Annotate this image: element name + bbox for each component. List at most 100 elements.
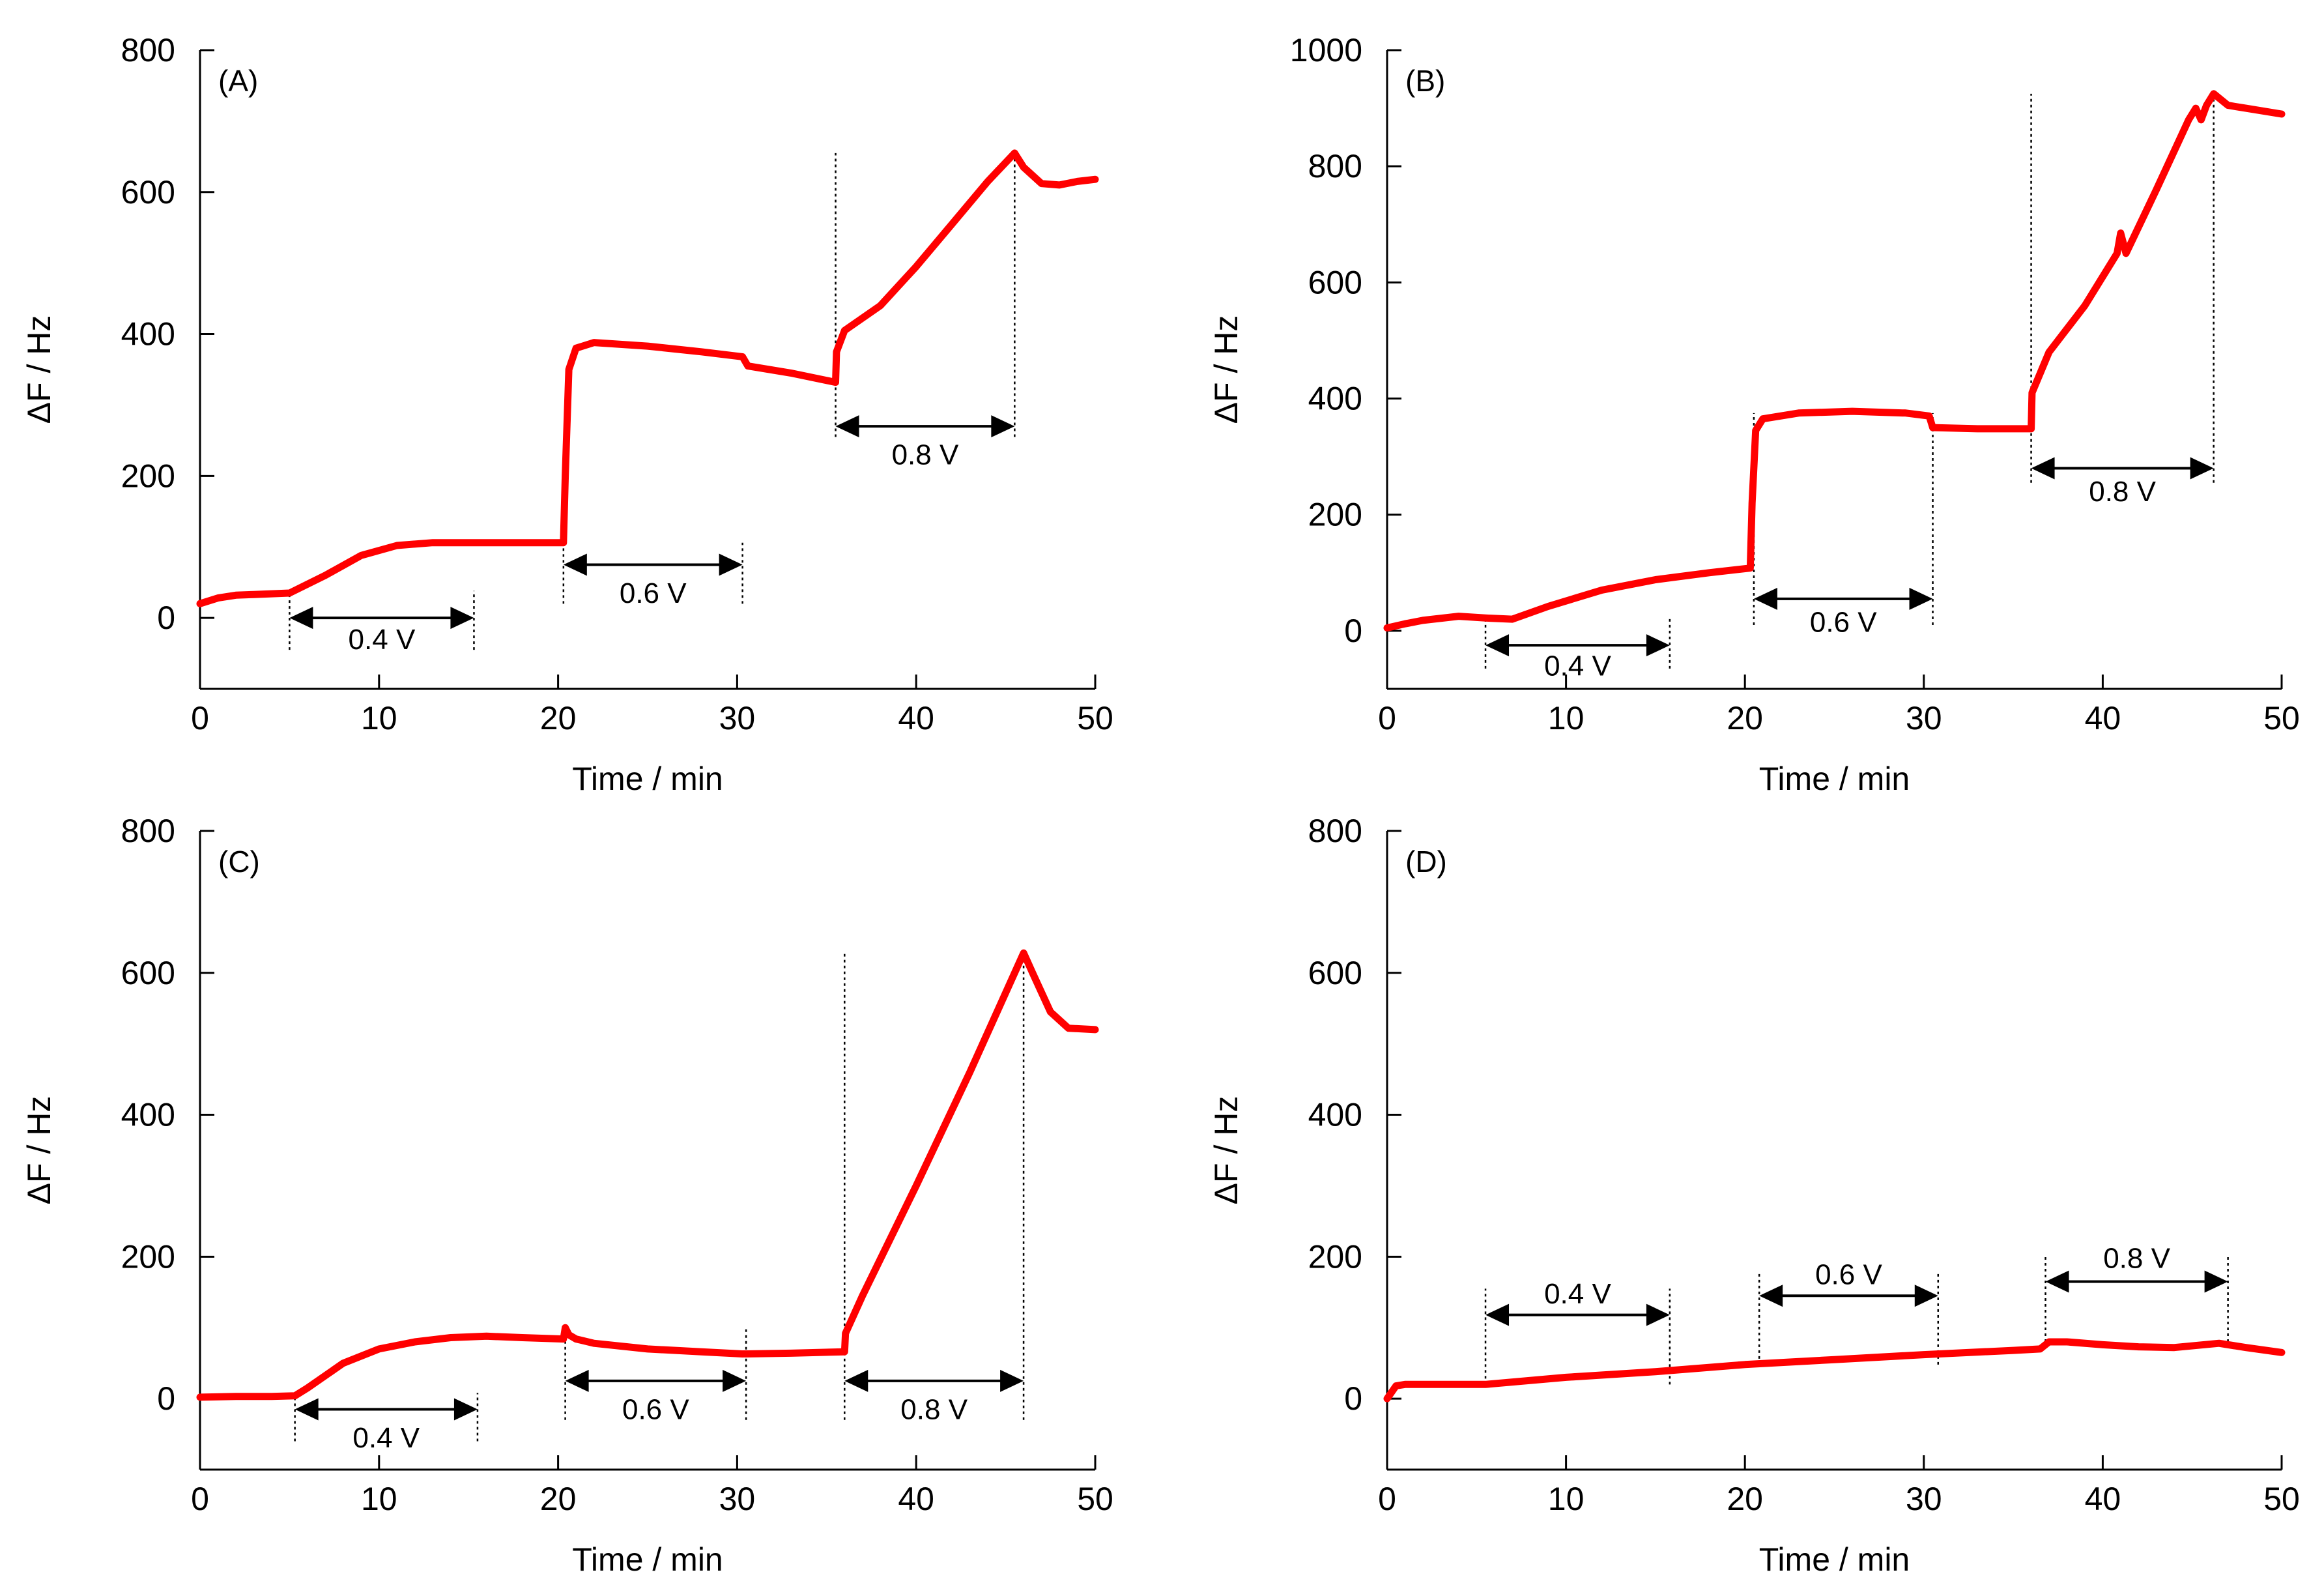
interval-marker: 0.8 V [2044, 1243, 2229, 1342]
interval-marker: 0.4 V [1484, 616, 1671, 682]
interval-marker: 0.6 V [1758, 1259, 1940, 1365]
interval-label: 0.6 V [1810, 607, 1877, 639]
arrow-left-icon [2045, 1270, 2069, 1293]
y-axis-label: ΔF / Hz [21, 1096, 57, 1205]
interval-label: 0.8 V [892, 439, 959, 471]
x-tick-label: 30 [719, 700, 756, 736]
x-axis-label: Time / min [1759, 761, 1910, 797]
arrow-right-icon [719, 553, 743, 576]
y-tick-label: 200 [121, 457, 175, 494]
y-tick-label: 200 [1308, 1238, 1362, 1275]
arrow-left-icon [563, 553, 587, 576]
y-axis-label: ΔF / Hz [21, 315, 57, 424]
y-tick-label: 200 [1308, 497, 1362, 533]
panel-label: (D) [1405, 845, 1447, 879]
arrow-right-icon [453, 1398, 478, 1421]
y-tick-label: 0 [157, 600, 175, 636]
x-tick-label: 40 [898, 1481, 934, 1517]
x-tick-label: 10 [1548, 700, 1585, 736]
arrow-right-icon [991, 415, 1015, 438]
interval-label: 0.4 V [349, 624, 416, 656]
series-line [196, 149, 1099, 607]
x-tick-label: 40 [898, 700, 934, 736]
y-tick-label: 800 [1308, 813, 1362, 849]
y-axis-label: ΔF / Hz [1208, 1096, 1244, 1205]
y-tick-label: 400 [121, 316, 175, 353]
series-line [196, 949, 1099, 1401]
interval-label: 0.6 V [1815, 1259, 1882, 1291]
interval-label: 0.8 V [2103, 1243, 2170, 1275]
panel-label: (A) [218, 64, 258, 98]
panel-a: 0 200 400 600 800 0 10 20 30 40 50 Time / min ΔF / H… [21, 32, 1113, 797]
y-tick-label: 600 [1308, 955, 1362, 991]
y-tick-label: 600 [121, 174, 175, 211]
interval-marker: 0.8 V [835, 152, 1016, 471]
x-axis-label: Time / min [1759, 1541, 1910, 1578]
y-tick-label: 800 [1308, 148, 1362, 184]
y-tick-label: 400 [1308, 381, 1362, 417]
interval-marker: 0.6 V [562, 542, 743, 609]
panel-label: (B) [1405, 64, 1445, 98]
x-tick-label: 40 [2085, 700, 2121, 736]
arrow-right-icon [450, 607, 474, 630]
x-tick-label: 10 [361, 1481, 397, 1517]
y-tick-label: 800 [121, 813, 175, 849]
x-tick-label: 50 [2263, 1481, 2300, 1517]
x-tick-label: 20 [1727, 1481, 1763, 1517]
arrow-left-icon [289, 607, 313, 630]
x-tick-label: 0 [1378, 700, 1396, 736]
x-tick-label: 0 [1378, 1481, 1396, 1517]
arrow-left-icon [1485, 1303, 1510, 1326]
arrow-left-icon [844, 1369, 868, 1392]
arrow-right-icon [2190, 457, 2214, 480]
arrow-left-icon [1485, 634, 1510, 657]
x-axis-label: Time / min [572, 761, 723, 797]
interval-label: 0.6 V [622, 1393, 689, 1425]
y-tick-label: 1000 [1290, 32, 1362, 68]
interval-marker: 0.8 V [844, 953, 1025, 1425]
arrow-right-icon [1646, 634, 1670, 657]
interval-label: 0.4 V [1544, 1278, 1611, 1310]
interval-marker: 0.4 V [294, 1393, 479, 1454]
y-tick-label: 0 [157, 1380, 175, 1417]
x-tick-label: 0 [191, 1481, 209, 1517]
interval-label: 0.8 V [2089, 476, 2156, 508]
x-tick-label: 20 [540, 700, 577, 736]
y-tick-label: 0 [1344, 1380, 1362, 1417]
x-tick-label: 10 [1548, 1481, 1585, 1517]
y-tick-label: 800 [121, 32, 175, 68]
arrow-right-icon [1646, 1303, 1670, 1326]
arrow-left-icon [1753, 587, 1777, 610]
x-axis-label: Time / min [572, 1541, 723, 1578]
x-tick-label: 0 [191, 700, 209, 736]
arrow-right-icon [723, 1369, 747, 1392]
x-tick-label: 30 [1906, 1481, 1942, 1517]
series-line [1383, 1338, 2286, 1402]
arrow-right-icon [1000, 1369, 1024, 1392]
y-tick-label: 400 [121, 1097, 175, 1133]
arrow-left-icon [565, 1369, 589, 1392]
interval-marker: 0.4 V [1484, 1278, 1671, 1385]
y-tick-label: 600 [1308, 264, 1362, 300]
series-line [1383, 90, 2286, 632]
arrow-right-icon [1914, 1285, 1938, 1307]
panel-b: 0 200 400 600 800 1000 0 10 20 30 40 50 Time / min ΔF… [1208, 32, 2300, 797]
panel-d: 0 200 400 600 800 0 10 20 30 40 50 Time / min ΔF / H… [1208, 813, 2300, 1578]
y-tick-label: 600 [121, 955, 175, 991]
x-tick-label: 50 [1077, 700, 1113, 736]
interval-label: 0.4 V [1544, 650, 1611, 682]
arrow-right-icon [1909, 587, 1933, 610]
y-tick-label: 400 [1308, 1097, 1362, 1133]
interval-label: 0.6 V [620, 577, 687, 609]
panel-c: 0 200 400 600 800 0 10 20 30 40 50 Time / min ΔF / H… [21, 813, 1113, 1578]
y-axis-label: ΔF / Hz [1208, 315, 1244, 424]
x-tick-label: 10 [361, 700, 397, 736]
arrow-left-icon [294, 1398, 319, 1421]
arrow-right-icon [2204, 1270, 2228, 1293]
x-tick-label: 30 [1906, 700, 1942, 736]
interval-marker: 0.6 V [564, 1328, 747, 1425]
arrow-left-icon [2031, 457, 2055, 480]
x-tick-label: 30 [719, 1481, 756, 1517]
interval-marker: 0.4 V [289, 590, 475, 656]
